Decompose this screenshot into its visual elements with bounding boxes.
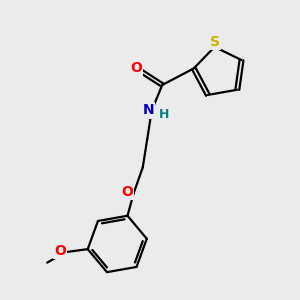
Text: H: H: [159, 108, 170, 121]
Text: O: O: [130, 61, 142, 75]
Text: O: O: [121, 185, 133, 199]
Text: N: N: [142, 103, 154, 118]
Text: S: S: [210, 35, 220, 50]
Text: O: O: [54, 244, 66, 258]
